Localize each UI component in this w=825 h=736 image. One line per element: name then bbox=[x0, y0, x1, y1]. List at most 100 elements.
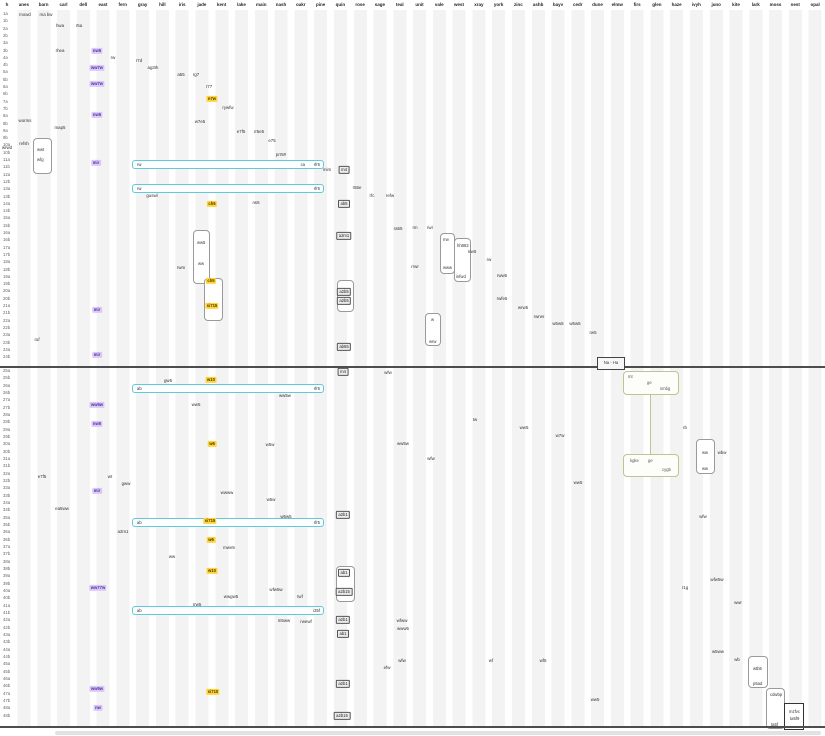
event-chip-boxed[interactable]: a2b5 bbox=[336, 296, 352, 306]
event-label[interactable]: r1g bbox=[681, 584, 689, 590]
event-chip-boxed[interactable]: a2b5 bbox=[336, 287, 352, 297]
event-label[interactable]: rwfe5 bbox=[496, 295, 508, 301]
event-label[interactable]: refw bbox=[385, 192, 395, 198]
event-label[interactable]: worms bbox=[18, 117, 32, 123]
event-outline-box[interactable]: cdwbp ta5f bbox=[766, 688, 785, 729]
event-label[interactable]: m5ww bbox=[277, 617, 291, 623]
event-chip-purple[interactable]: mir bbox=[91, 159, 101, 167]
span-event-bar[interactable]: ab rfr5 bbox=[132, 518, 324, 527]
span-event-bar[interactable]: rw rfr5 bbox=[132, 184, 324, 193]
linked-event-box-bottom[interactable]: kgke ge cyg5 bbox=[623, 454, 679, 477]
event-label[interactable]: wwr bbox=[734, 599, 742, 605]
event-label[interactable]: rwrwr bbox=[533, 313, 545, 319]
event-label[interactable]: refsh bbox=[19, 140, 29, 146]
event-label[interactable]: rfc bbox=[369, 192, 375, 198]
event-label[interactable]: wfw bbox=[699, 513, 707, 519]
event-chip-purple[interactable]: nw5 bbox=[91, 47, 103, 55]
event-label[interactable]: w5w bbox=[265, 441, 275, 447]
event-label[interactable]: rg7 bbox=[192, 71, 200, 77]
event-label[interactable]: wfw5w bbox=[269, 586, 283, 592]
event-label[interactable]: wwgw5 bbox=[223, 593, 239, 599]
event-chip-purple[interactable]: mir bbox=[92, 306, 102, 314]
event-chip-purple[interactable]: mir bbox=[92, 351, 102, 359]
event-label[interactable]: w5w5 bbox=[280, 513, 292, 519]
event-label[interactable]: wwww bbox=[220, 489, 234, 495]
event-label[interactable]: rw5 bbox=[589, 329, 597, 335]
event-label[interactable]: wfw bbox=[398, 657, 406, 663]
event-label[interactable]: www5 bbox=[397, 625, 409, 631]
event-chip-purple[interactable]: nw5 bbox=[91, 420, 103, 428]
event-chip-boxed[interactable]: a2b1 bbox=[335, 679, 351, 689]
event-outline-box[interactable]: w wrw bbox=[425, 313, 441, 346]
event-label[interactable]: rw bbox=[486, 256, 492, 262]
event-label[interactable]: rwm bbox=[176, 264, 186, 270]
event-label[interactable]: wf5 bbox=[539, 657, 547, 663]
event-outline-box[interactable]: rrw www bbox=[440, 233, 455, 274]
event-label[interactable]: e7f5 bbox=[37, 473, 47, 479]
event-outline-box[interactable]: ww5 ww bbox=[193, 230, 210, 284]
event-chip-boxed[interactable]: a2b1 bbox=[335, 510, 351, 520]
event-label[interactable]: r5a bbox=[75, 22, 83, 28]
event-chip-yellow[interactable]: w6 bbox=[206, 536, 216, 544]
event-label[interactable]: ra55 bbox=[393, 225, 403, 231]
event-label[interactable]: rrw5 bbox=[192, 601, 202, 607]
event-chip-yellow[interactable]: ch5 bbox=[206, 200, 218, 208]
event-label[interactable]: e7f5 bbox=[236, 128, 246, 134]
event-label[interactable]: rwr bbox=[426, 224, 434, 230]
event-chip-boxed[interactable]: ab5 bbox=[338, 199, 350, 209]
event-label[interactable]: mowd bbox=[19, 11, 31, 17]
event-chip-boxed[interactable]: ab1 bbox=[338, 568, 350, 578]
event-label[interactable]: w5w5 bbox=[552, 320, 564, 326]
event-label[interactable]: wfww bbox=[396, 617, 408, 623]
event-chip-yellow[interactable]: w10 bbox=[205, 376, 217, 384]
event-label[interactable]: r77 bbox=[205, 83, 213, 89]
event-label[interactable]: rywfw bbox=[222, 104, 234, 110]
event-outline-box[interactable]: wtb5 p5ad bbox=[748, 656, 768, 688]
event-chip-boxed[interactable]: a2b15 bbox=[335, 587, 353, 597]
event-chip-purple[interactable]: ww5w bbox=[89, 685, 105, 693]
event-label[interactable]: rw bbox=[110, 54, 116, 60]
event-label[interactable]: ruf bbox=[34, 336, 40, 342]
event-chip-purple[interactable]: ww77w bbox=[89, 584, 107, 592]
event-chip-yellow[interactable]: ch5 bbox=[205, 277, 217, 285]
event-label[interactable]: a2m1 bbox=[117, 528, 129, 534]
event-label[interactable]: rhea bbox=[55, 47, 65, 53]
event-label[interactable]: wb bbox=[734, 656, 740, 662]
event-label[interactable]: ww5 bbox=[191, 401, 201, 407]
event-label[interactable]: r7d bbox=[135, 57, 143, 63]
event-label[interactable]: hwa bbox=[55, 22, 65, 28]
event-label[interactable]: mwe5 bbox=[223, 544, 235, 550]
event-label[interactable]: map5 bbox=[54, 124, 66, 130]
event-label[interactable]: rb bbox=[683, 424, 687, 430]
event-label[interactable]: rwewf bbox=[300, 618, 312, 624]
event-chip-purple[interactable]: ww7w bbox=[89, 64, 105, 72]
event-label[interactable]: wrwd bbox=[1, 144, 13, 150]
event-label[interactable]: e75 bbox=[268, 137, 276, 143]
event-chip-yellow[interactable]: w10 bbox=[206, 567, 218, 575]
event-label[interactable]: ea5ww bbox=[55, 505, 69, 511]
event-label[interactable]: gww bbox=[121, 480, 131, 486]
event-label[interactable]: mim bbox=[322, 166, 332, 172]
event-chip-yellow[interactable]: w6 bbox=[207, 440, 217, 448]
event-label[interactable]: gw5 bbox=[163, 377, 173, 383]
event-label[interactable]: wbw bbox=[717, 449, 727, 455]
event-chip-yellow[interactable]: si715 bbox=[205, 302, 219, 310]
event-label[interactable]: ww5 bbox=[519, 424, 529, 430]
event-label[interactable]: w5ww bbox=[712, 648, 724, 654]
event-label[interactable]: w7w bbox=[555, 432, 565, 438]
event-label[interactable]: rrwr bbox=[411, 263, 419, 269]
event-label[interactable]: prr5# bbox=[275, 151, 287, 157]
event-label[interactable]: a55 bbox=[177, 71, 185, 77]
event-label[interactable]: rrw5 bbox=[467, 248, 477, 254]
event-label[interactable]: wfw bbox=[384, 369, 392, 375]
event-label[interactable]: guswl bbox=[146, 192, 158, 198]
date-range-chip[interactable]: Na - Ha bbox=[597, 357, 625, 370]
event-chip-purple[interactable]: ww5w bbox=[89, 401, 105, 409]
span-event-bar[interactable]: rw rfr5 ca bbox=[132, 160, 324, 169]
event-label[interactable]: ag3rk bbox=[147, 64, 159, 70]
event-outline-box[interactable]: hh882 infwd bbox=[454, 238, 471, 282]
horizontal-scrollbar[interactable] bbox=[55, 731, 821, 735]
event-chip-purple[interactable]: nw5 bbox=[91, 111, 103, 119]
span-event-bar[interactable]: ab i35f bbox=[132, 606, 324, 615]
event-label[interactable]: wf bbox=[488, 657, 494, 663]
